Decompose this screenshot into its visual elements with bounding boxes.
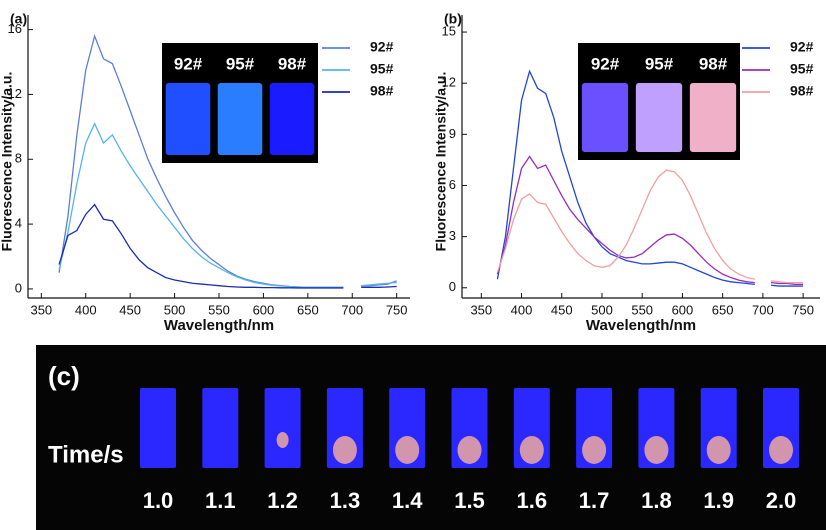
cuvette: [217, 83, 263, 155]
data-line: [361, 285, 397, 288]
time-label: 1.6: [517, 488, 548, 513]
data-line: [496, 169, 755, 280]
inset-label: 98#: [699, 54, 728, 73]
y-tick-label: 16: [8, 21, 22, 36]
x-tick-label: 550: [631, 302, 653, 317]
data-line: [58, 122, 344, 288]
dye-plume: [395, 436, 420, 464]
legend-label: 92#: [370, 39, 394, 55]
time-label: 1.4: [392, 488, 423, 513]
x-tick-label: 450: [119, 302, 141, 317]
y-tick-label: 9: [449, 126, 456, 141]
legend-label: 92#: [790, 39, 814, 55]
time-label: 1.7: [579, 488, 610, 513]
y-tick-label: 0: [15, 280, 22, 295]
data-line: [496, 155, 755, 284]
inset-label: 92#: [174, 54, 203, 73]
inset-label: 95#: [226, 54, 255, 73]
dye-plume: [582, 436, 607, 464]
vial: [202, 388, 239, 468]
y-axis-label: Fluorescence Intensity/a.u.: [433, 72, 449, 252]
time-label: 1.9: [703, 488, 734, 513]
vial: [264, 388, 301, 468]
cuvette: [269, 83, 315, 155]
x-tick-label: 600: [672, 302, 694, 317]
data-line: [496, 69, 755, 286]
dye-plume: [644, 436, 669, 464]
cuvette: [165, 83, 211, 155]
dye-plume: [769, 436, 793, 464]
x-tick-label: 350: [470, 302, 492, 317]
y-tick-label: 4: [15, 216, 22, 231]
time-label: 1.0: [143, 488, 174, 513]
dye-plume: [276, 432, 289, 448]
time-label: 2.0: [766, 488, 797, 513]
time-label: 1.1: [205, 488, 236, 513]
x-tick-label: 550: [208, 302, 230, 317]
x-tick-label: 700: [752, 302, 774, 317]
legend-label: 98#: [790, 83, 814, 99]
dye-plume: [457, 436, 482, 464]
time-label: 1.2: [267, 488, 298, 513]
x-tick-label: 750: [792, 302, 814, 317]
time-label: 1.3: [330, 488, 361, 513]
data-line: [770, 280, 804, 284]
caption: Time/s: [48, 441, 124, 468]
y-tick-label: 6: [449, 177, 456, 192]
dye-plume: [519, 436, 544, 464]
inset-label: 92#: [591, 54, 620, 73]
panel-label: (b): [444, 11, 462, 27]
x-tick-label: 650: [297, 302, 319, 317]
data-line: [770, 284, 804, 287]
y-tick-label: 12: [442, 75, 456, 90]
data-line: [361, 281, 397, 287]
x-tick-label: 500: [164, 302, 186, 317]
cuvette: [689, 83, 737, 152]
y-axis-label: Fluorescence Intensity/a.u.: [0, 72, 15, 252]
x-tick-label: 400: [511, 302, 533, 317]
x-tick-label: 650: [712, 302, 734, 317]
vial: [140, 388, 176, 468]
y-tick-label: 12: [8, 86, 22, 101]
cuvette: [581, 83, 629, 152]
time-label: 1.5: [454, 488, 485, 513]
inset-label: 98#: [278, 54, 307, 73]
y-tick-label: 0: [449, 279, 456, 294]
y-tick-label: 8: [15, 151, 22, 166]
data-line: [58, 203, 344, 289]
panel-label: (a): [10, 11, 27, 27]
x-tick-label: 750: [386, 302, 408, 317]
x-axis-label: Wavelength/nm: [164, 317, 274, 334]
x-tick-label: 450: [551, 302, 573, 317]
legend-label: 95#: [370, 61, 394, 77]
x-tick-label: 400: [75, 302, 97, 317]
y-tick-label: 3: [449, 228, 456, 243]
legend-label: 98#: [370, 83, 394, 99]
panel-label: (c): [48, 361, 80, 391]
dye-plume: [332, 436, 357, 464]
cuvette: [635, 83, 683, 152]
x-tick-label: 350: [30, 302, 52, 317]
inset-label: 95#: [645, 54, 674, 73]
y-tick-label: 15: [442, 23, 456, 38]
x-axis-label: Wavelength/nm: [586, 317, 696, 334]
x-tick-label: 600: [253, 302, 275, 317]
legend-label: 95#: [790, 61, 814, 77]
x-tick-label: 500: [591, 302, 613, 317]
time-label: 1.8: [641, 488, 672, 513]
data-line: [770, 282, 804, 286]
dye-plume: [706, 436, 731, 464]
x-tick-label: 700: [341, 302, 363, 317]
